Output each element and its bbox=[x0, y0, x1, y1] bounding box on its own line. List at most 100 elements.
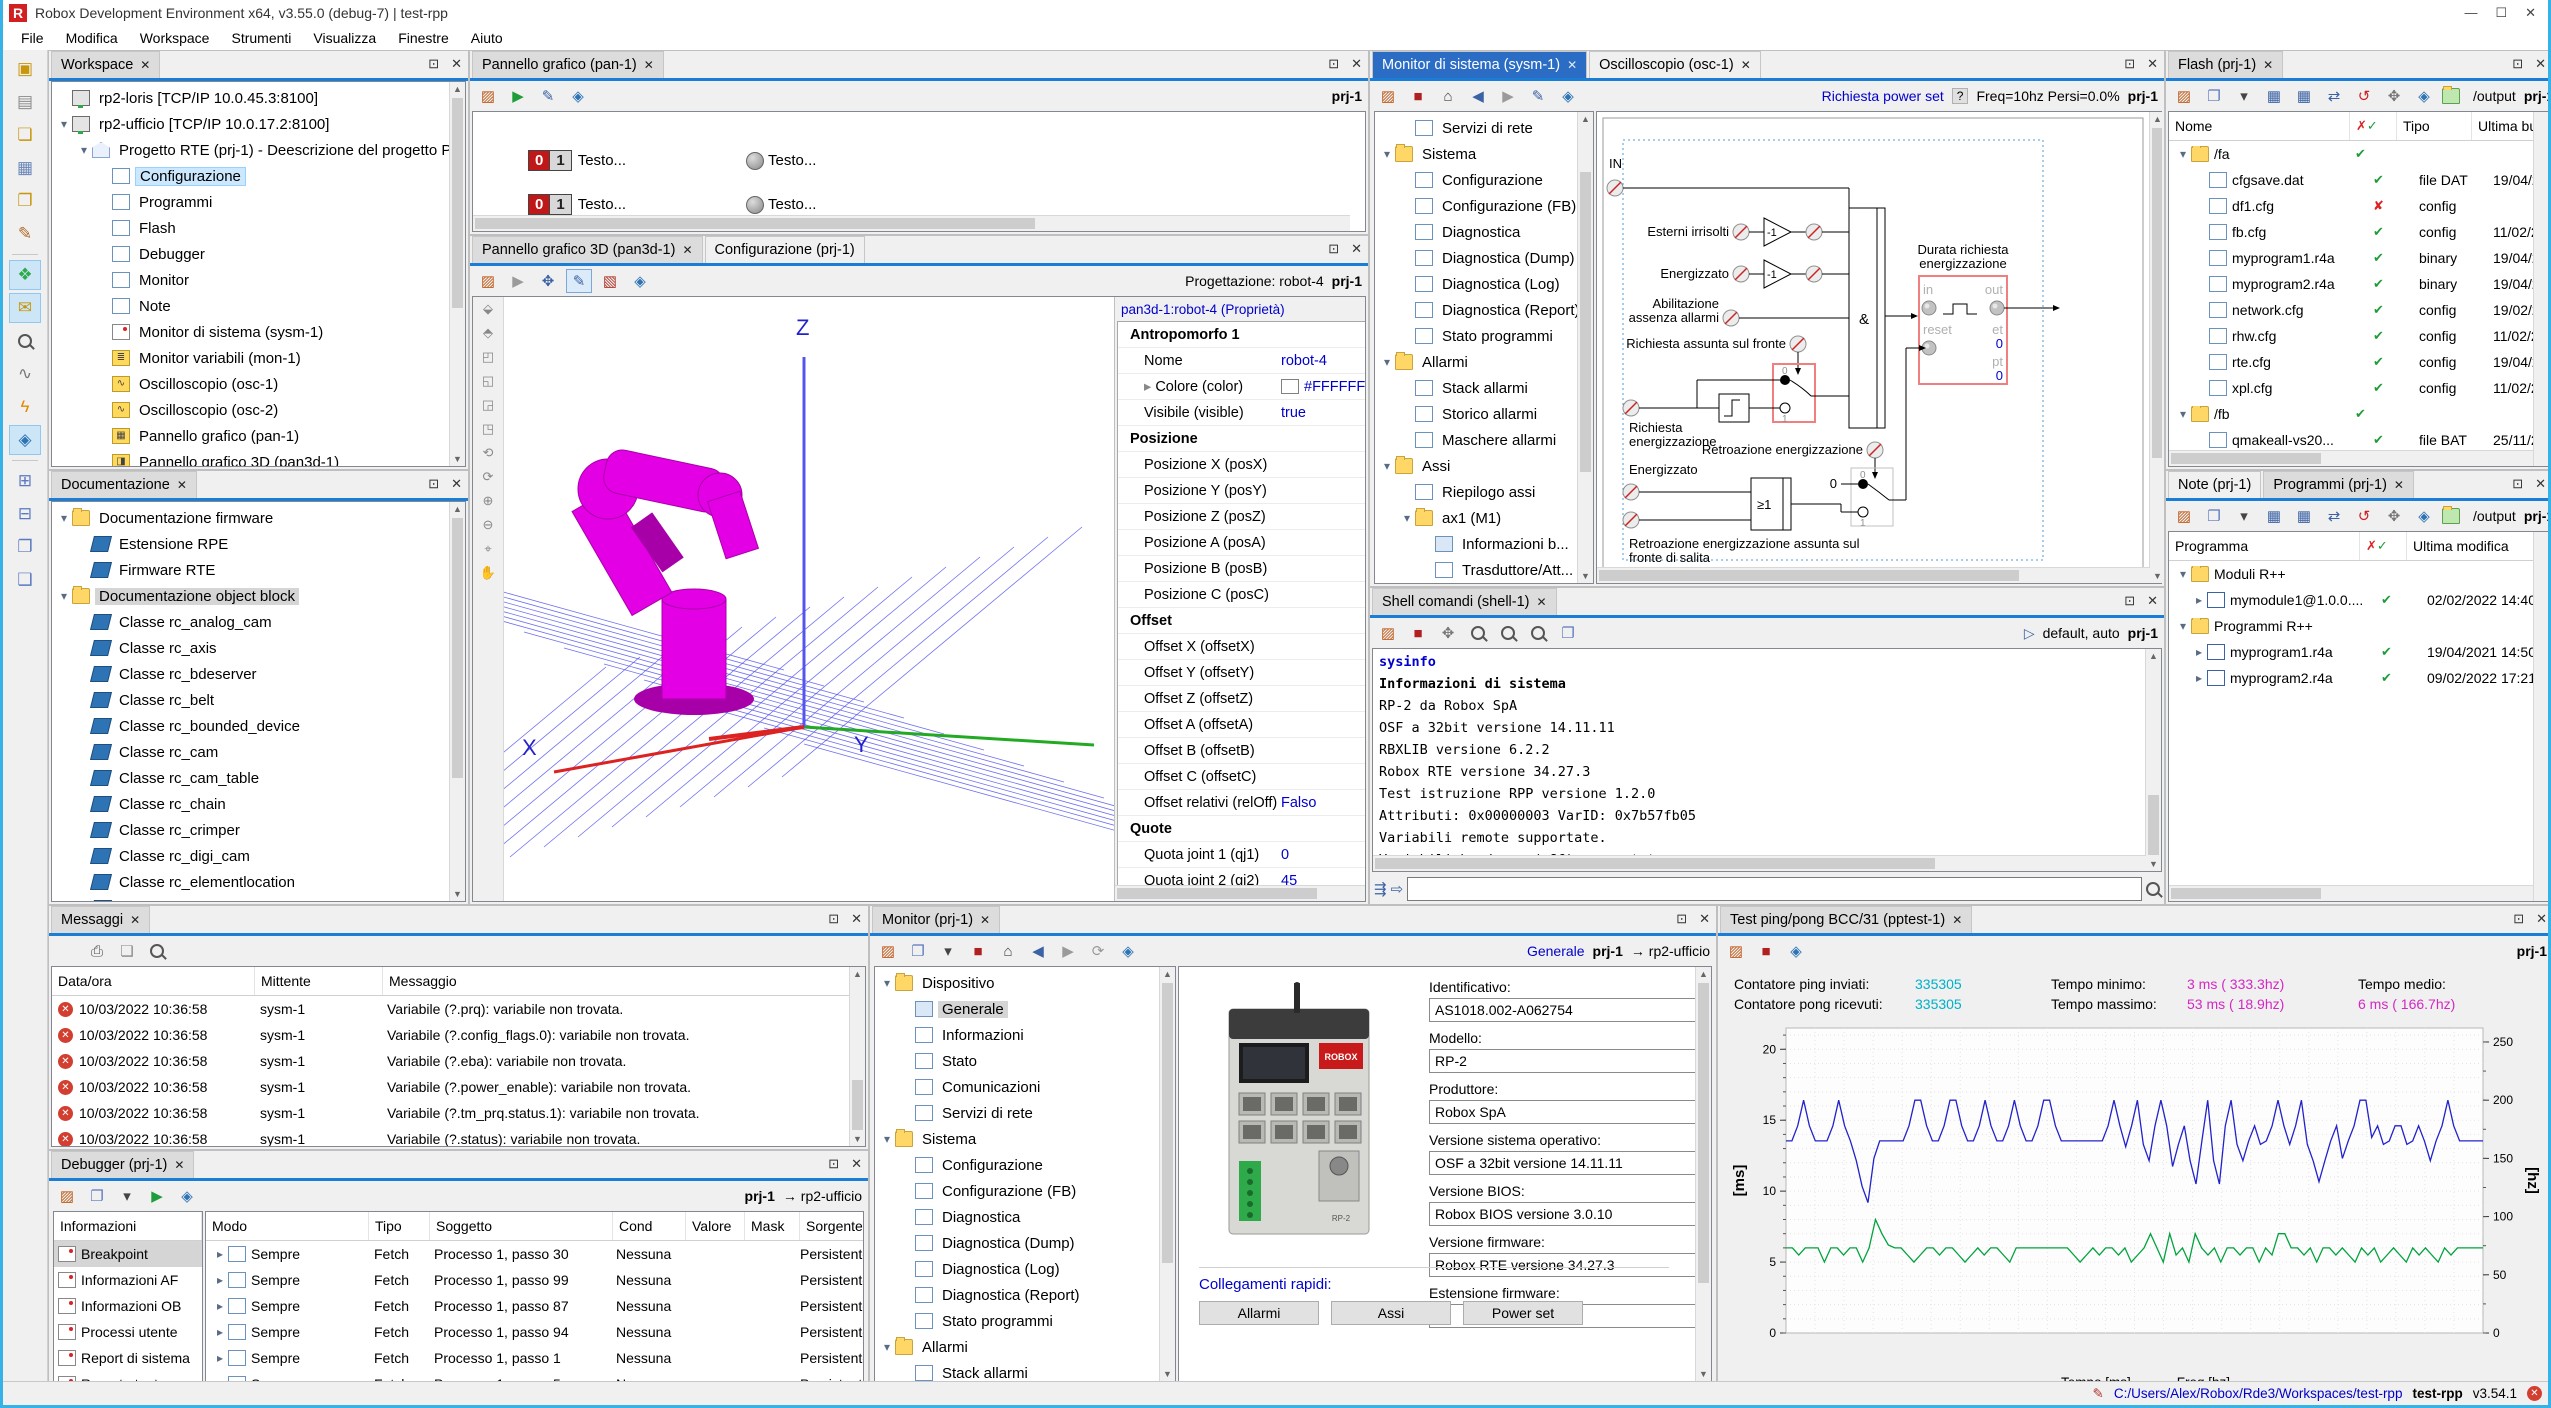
menu-strumenti[interactable]: Strumenti bbox=[231, 30, 292, 46]
message-row[interactable]: ✕ 10/03/2022 10:36:58 sysm-1 Variabile (?.t… bbox=[52, 1100, 865, 1126]
run-icon[interactable]: ▶ bbox=[151, 1188, 163, 1205]
property-row[interactable]: Offset X (offsetX) bbox=[1118, 634, 1365, 660]
open-item-icon[interactable]: ❏ bbox=[9, 120, 41, 150]
float-icon[interactable]: ⊡ bbox=[1328, 241, 1340, 256]
close-icon[interactable]: ✕ bbox=[1567, 58, 1578, 72]
close-icon[interactable]: ✕ bbox=[130, 913, 141, 927]
close-icon[interactable]: ✕ bbox=[176, 478, 187, 492]
graphic3d-tool-icon-2[interactable]: ⬘ bbox=[483, 325, 493, 340]
program-row[interactable]: ▸myprogram1.r4a✔19/04/2021 14:50:272.22 bbox=[2169, 639, 2548, 665]
lamp-widget[interactable]: Testo... bbox=[746, 195, 816, 214]
close-icon[interactable]: ✕ bbox=[1952, 913, 1963, 927]
collapse-icon[interactable]: ▾ bbox=[80, 143, 88, 157]
program-row[interactable]: ▾ Moduli R++ bbox=[2169, 561, 2548, 587]
open-folder-icon[interactable]: ❐ bbox=[9, 186, 41, 216]
property-row[interactable]: Offset A (offsetA) bbox=[1118, 712, 1365, 738]
close-icon[interactable]: ✕ bbox=[140, 58, 151, 72]
field-value[interactable]: AS1018.002-A062754 bbox=[1429, 998, 1699, 1022]
build-icon[interactable]: ▦ bbox=[2266, 508, 2282, 525]
scrollbar[interactable]: ▲ ▼ bbox=[2145, 649, 2161, 871]
property-row[interactable]: Quota joint 1 (qj1) 0 bbox=[1118, 842, 1365, 868]
lamp-widget[interactable]: Testo... bbox=[746, 151, 816, 170]
close-icon[interactable]: ✕ bbox=[2263, 58, 2274, 72]
minimize-button[interactable]: — bbox=[2464, 5, 2478, 20]
stop-icon[interactable]: ■ bbox=[1413, 87, 1423, 105]
scrollbar[interactable] bbox=[2533, 112, 2548, 466]
scrollbar[interactable] bbox=[1373, 855, 2146, 871]
property-row[interactable]: Posizione B (posB) bbox=[1118, 556, 1365, 582]
tree-item[interactable]: ▾ Allarmi bbox=[1375, 349, 1593, 375]
close-all-icon[interactable]: ❑ bbox=[9, 565, 41, 595]
close-icon[interactable]: ✕ bbox=[682, 243, 693, 257]
tab-oscilloscopio[interactable]: Oscilloscopio (osc-1) ✕ bbox=[1589, 51, 1761, 78]
property-row[interactable]: Posizione Y (posY) bbox=[1118, 478, 1365, 504]
field-value[interactable]: RP-2 bbox=[1429, 1049, 1699, 1073]
tab-test-pingpong[interactable]: Test ping/pong BCC/31 (pptest-1) ✕ bbox=[1720, 906, 1973, 933]
pan-hand-icon[interactable]: ✥ bbox=[2387, 508, 2401, 525]
file-row[interactable]: df1.cfg ✘ config bbox=[2169, 193, 2548, 219]
tab-programmi[interactable]: Programmi (prj-1) ✕ bbox=[2263, 471, 2414, 498]
page-icon[interactable]: ❐ bbox=[1561, 625, 1575, 642]
tree-item[interactable]: Diagnostica (Report) bbox=[1375, 297, 1593, 323]
run-icon[interactable]: ▶ bbox=[512, 273, 524, 290]
tree-item[interactable]: Configurazione (FB) bbox=[875, 1178, 1175, 1204]
property-row[interactable]: Offset C (offsetC) bbox=[1118, 764, 1365, 790]
collapse-icon[interactable]: ▾ bbox=[883, 1340, 891, 1354]
tree-item[interactable]: ▦ Pannello grafico (pan-1) bbox=[52, 423, 465, 449]
close-button[interactable]: ✕ bbox=[2525, 5, 2536, 20]
scrollbar[interactable]: ▲ ▼ bbox=[1695, 967, 1711, 1381]
help-book-icon[interactable]: ◈ bbox=[181, 1188, 193, 1205]
menu-workspace[interactable]: Workspace bbox=[139, 30, 210, 46]
tree-item[interactable]: Maschere allarmi bbox=[1375, 427, 1593, 453]
column-header[interactable]: Valore bbox=[686, 1212, 745, 1240]
menu-file[interactable]: File bbox=[21, 30, 44, 46]
move-icon[interactable]: ✥ bbox=[541, 273, 555, 290]
expander-icon[interactable]: ▾ bbox=[2179, 567, 2187, 581]
scrollbar[interactable] bbox=[473, 215, 1350, 231]
property-row[interactable]: Posizione Z (posZ) bbox=[1118, 504, 1365, 530]
column-header[interactable]: Nome bbox=[2169, 112, 2350, 140]
help-book-icon[interactable]: ◈ bbox=[1790, 943, 1802, 960]
tree-item[interactable]: Classe rc_film bbox=[52, 895, 465, 901]
column-header[interactable]: Tipo bbox=[2397, 112, 2472, 140]
search-icon[interactable] bbox=[9, 326, 41, 356]
scrollbar[interactable] bbox=[2169, 885, 2534, 901]
graphic3d-tool-icon-9[interactable]: ⊕ bbox=[482, 493, 494, 508]
close-icon[interactable]: ✕ bbox=[2147, 593, 2158, 608]
float-icon[interactable]: ⊡ bbox=[2513, 911, 2525, 926]
wizard-icon[interactable]: ▨ bbox=[59, 1188, 75, 1205]
column-header[interactable]: Ultima modifica bbox=[2407, 532, 2548, 560]
graphic3d-tool-icon-12[interactable]: ✋ bbox=[479, 565, 497, 580]
window-next-icon[interactable]: ⊞ bbox=[9, 466, 41, 496]
column-header[interactable]: Cond bbox=[613, 1212, 686, 1240]
message-row[interactable]: ✕ 10/03/2022 10:36:58 sysm-1 Variabile (?.p… bbox=[52, 996, 865, 1022]
tab-monitor-di-sistema[interactable]: Monitor di sistema (sysm-1) ✕ bbox=[1372, 51, 1588, 78]
message-row[interactable]: ✕ 10/03/2022 10:36:58 sysm-1 Variabile (?.e… bbox=[52, 1048, 865, 1074]
back-icon[interactable]: ◀ bbox=[1032, 943, 1044, 960]
tree-item[interactable]: ▾ Documentazione firmware bbox=[52, 505, 465, 531]
column-header[interactable]: Sorgente bbox=[800, 1212, 863, 1240]
property-row[interactable]: Posizione X (posX) bbox=[1118, 452, 1365, 478]
tree-item[interactable]: Configurazione bbox=[875, 1152, 1175, 1178]
mail-icon[interactable]: ✉ bbox=[9, 293, 41, 323]
zoom-icon[interactable] bbox=[1466, 622, 1490, 644]
toggle-01-widget[interactable]: 0 1 Testo... bbox=[528, 194, 626, 215]
close-icon[interactable]: ✕ bbox=[1351, 56, 1362, 71]
field-value[interactable]: Robox RTE versione 34.27.3 bbox=[1429, 1253, 1699, 1277]
close-icon[interactable]: ✕ bbox=[2536, 911, 2547, 926]
quick-link-assi-button[interactable]: Assi bbox=[1331, 1301, 1451, 1325]
menu-finestre[interactable]: Finestre bbox=[398, 30, 449, 46]
shell-history-icon[interactable]: ⇶ bbox=[1374, 881, 1387, 898]
window-prev-icon[interactable]: ⊟ bbox=[9, 499, 41, 529]
run-icon[interactable]: ▶ bbox=[512, 88, 524, 105]
tab-pannello-grafico-3d[interactable]: Pannello grafico 3D (pan3d-1) ✕ bbox=[472, 236, 703, 263]
file-row[interactable]: ▾ /fa ✔ bbox=[2169, 141, 2548, 167]
graphic3d-tool-icon-6[interactable]: ◳ bbox=[481, 421, 495, 436]
pause-icon[interactable] bbox=[55, 940, 79, 962]
tab-workspace[interactable]: Workspace ✕ bbox=[51, 51, 161, 78]
edit-icon[interactable]: ▧ bbox=[602, 273, 618, 290]
